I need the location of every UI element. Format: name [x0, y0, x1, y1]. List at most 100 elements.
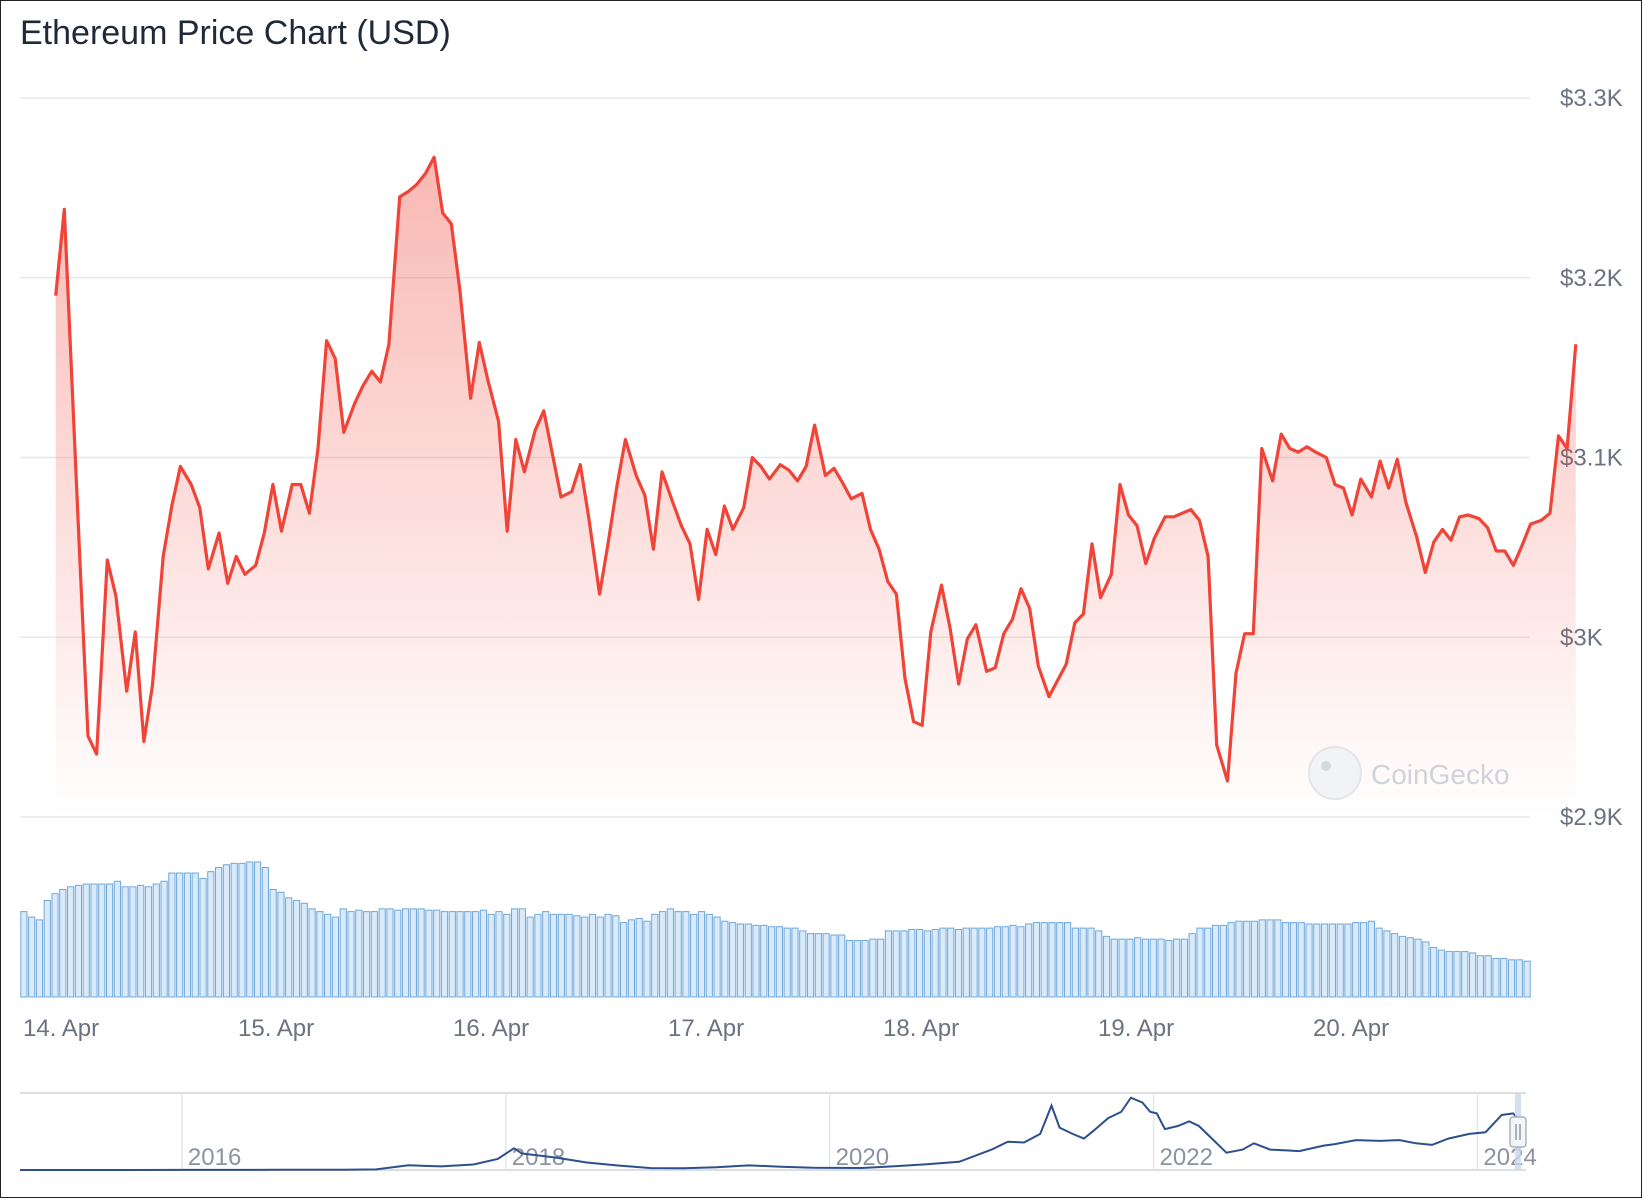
volume-bar: [923, 930, 931, 998]
price-series[interactable]: [54, 155, 1578, 783]
volume-bar: [1095, 930, 1103, 998]
volume-bar: [160, 880, 168, 998]
chart-title: Ethereum Price Chart (USD): [20, 14, 451, 52]
volume-bar: [1468, 952, 1477, 998]
volume-bar: [1211, 924, 1220, 998]
volume-bar: [1063, 922, 1072, 998]
volume-bar: [1523, 960, 1531, 998]
volume-bar: [1305, 923, 1313, 998]
volume-bar: [978, 927, 986, 998]
volume-bar: [939, 927, 947, 998]
coingecko-watermark: CoinGecko: [1308, 746, 1510, 800]
volume-bar: [1321, 923, 1329, 998]
volume-bar: [783, 927, 791, 998]
volume-bar: [394, 909, 402, 998]
volume-bar: [970, 927, 978, 998]
volume-bar: [588, 913, 597, 998]
volume-bar: [495, 911, 503, 998]
volume-bar: [814, 933, 822, 998]
volume-bar: [635, 917, 643, 998]
volume-bar: [596, 916, 604, 998]
volume-bar: [581, 916, 589, 998]
navigator[interactable]: 2016 2018 2020 2022 2024: [20, 1092, 1537, 1171]
volume-bar: [277, 891, 285, 998]
volume-bar: [713, 916, 721, 998]
x-axis-labels: 14. Apr 15. Apr 16. Apr 17. Apr 18. Apr 19. A…: [23, 1015, 1389, 1042]
x-tick-label: 18. Apr: [883, 1015, 959, 1042]
volume-bar: [1344, 923, 1352, 998]
volume-bar: [674, 911, 682, 998]
x-tick-label: 15. Apr: [238, 1015, 314, 1042]
navigator-handle[interactable]: [1509, 1116, 1527, 1148]
volume-bar: [464, 911, 472, 998]
volume-bar: [74, 884, 83, 998]
volume-bar: [1258, 919, 1266, 998]
volume-bar: [417, 908, 425, 998]
volume-bar: [176, 872, 184, 998]
volume-bar: [1134, 937, 1142, 998]
volume-bar: [316, 911, 324, 998]
volume-bar: [144, 886, 153, 998]
volume-bar: [363, 911, 371, 998]
volume-bar: [1445, 951, 1453, 998]
volume-bar: [1243, 920, 1251, 998]
volume-bar: [261, 867, 269, 998]
volume-bar: [1157, 938, 1165, 998]
volume-bar: [908, 929, 916, 998]
volume-bar: [658, 911, 667, 998]
volume-bar: [285, 897, 293, 998]
volume-bar: [152, 883, 160, 998]
volume-bar: [1009, 924, 1017, 998]
volume-bar: [1500, 957, 1508, 998]
volume-bar: [830, 934, 838, 998]
volume-bar: [1141, 938, 1150, 998]
y-axis-labels: $3.3K$3.2K$3.1K$3K$2.9K: [1560, 85, 1623, 831]
volume-bar: [744, 923, 752, 998]
volume-bar: [253, 861, 262, 998]
volume-bar: [666, 908, 674, 998]
volume-bar: [729, 922, 737, 998]
volume-bar: [651, 913, 659, 998]
volume-bar: [269, 889, 277, 998]
volume-bar: [215, 867, 223, 998]
volume-bar: [690, 913, 698, 998]
volume-bar: [472, 911, 480, 998]
volume-bar: [752, 924, 760, 998]
volume-bar: [604, 913, 612, 998]
price-line[interactable]: [54, 155, 1578, 783]
volume-bar: [1515, 959, 1523, 998]
volume-bar: [199, 878, 207, 998]
volume-bar: [1227, 922, 1235, 998]
volume-bar: [183, 872, 192, 998]
volume-bar: [355, 909, 363, 998]
volume-bar: [682, 911, 690, 998]
volume-bar: [1180, 938, 1189, 998]
volume-bar: [1359, 922, 1368, 998]
volume-bar: [292, 900, 301, 998]
volume-bar: [986, 927, 994, 998]
volume-bar: [916, 929, 924, 998]
volume-bar: [705, 913, 713, 998]
volume-bar: [191, 872, 199, 998]
volume-bar: [1476, 955, 1484, 998]
volume-bar: [479, 909, 488, 998]
volume-bar: [549, 913, 558, 998]
volume-bar: [1328, 923, 1336, 998]
volume-bar: [386, 908, 394, 998]
navigator-line: [20, 1096, 1521, 1171]
volume-bar: [67, 886, 75, 998]
volume-bar: [518, 908, 526, 998]
volume-bar: [1196, 927, 1204, 998]
volume-bar: [207, 871, 215, 998]
volume-bar: [620, 922, 628, 998]
volume-bar: [1235, 920, 1243, 998]
x-tick-label: 14. Apr: [23, 1015, 99, 1042]
volume-bar: [845, 940, 854, 998]
volume-bar: [931, 929, 939, 998]
volume-bar: [1383, 930, 1391, 998]
volume-bar: [1313, 923, 1321, 998]
volume-bar: [1367, 920, 1375, 998]
volume-bar: [1173, 938, 1181, 998]
